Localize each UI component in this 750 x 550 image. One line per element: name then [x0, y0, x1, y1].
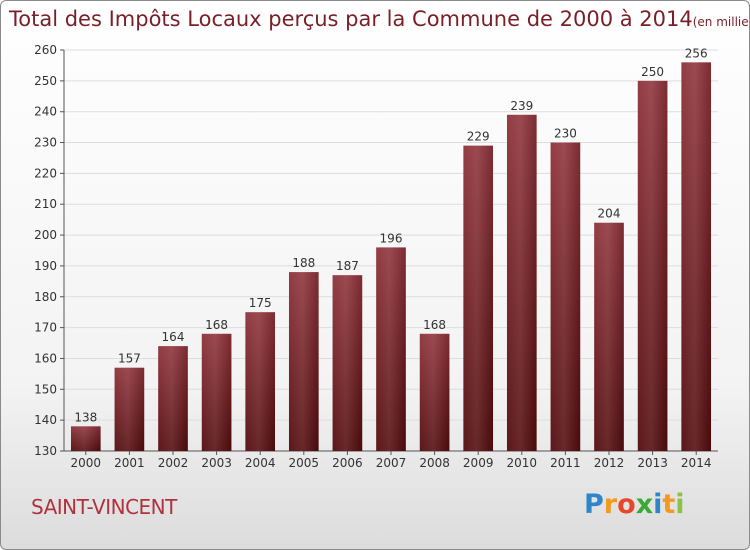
logo-letter: P	[584, 489, 604, 520]
bar-value-label: 187	[336, 259, 359, 273]
bar-shading	[376, 247, 406, 451]
bar-shading	[70, 426, 101, 451]
x-tick-label: 2010	[507, 456, 538, 470]
y-tick-label: 190	[34, 259, 57, 273]
x-tick-label: 2002	[158, 456, 189, 470]
bar-value-label: 239	[510, 99, 533, 113]
bar-shading	[201, 333, 232, 451]
bar-shading	[594, 222, 624, 451]
bar-value-label: 138	[74, 410, 97, 424]
bar-shading	[463, 145, 494, 451]
y-tick-label: 200	[34, 228, 57, 242]
x-tick-label: 2012	[594, 456, 625, 470]
bar-value-label: 168	[205, 318, 228, 332]
y-tick-label: 180	[34, 290, 57, 304]
x-tick-label: 2007	[376, 456, 407, 470]
bar-shading	[158, 346, 188, 451]
labels: 130 140 150 160 170 180 190 200 210 220 230 240 250 2…	[34, 43, 711, 470]
y-tick-label: 220	[34, 166, 57, 180]
title-unit: (en milliers d'€)	[692, 15, 749, 29]
x-tick-label: 2001	[114, 456, 145, 470]
bar-value-label: 204	[598, 207, 621, 221]
y-tick-label: 210	[34, 197, 57, 211]
bar-value-label: 188	[292, 256, 315, 270]
x-tick-label: 2011	[550, 456, 581, 470]
commune-name: SAINT-VINCENT	[31, 495, 177, 519]
x-tick-label: 2014	[681, 456, 712, 470]
bar-shading	[550, 142, 581, 452]
bar-shading	[332, 275, 363, 451]
x-tick-label: 2006	[332, 456, 363, 470]
logo-letter: t	[662, 489, 676, 520]
x-tick-label: 2008	[419, 456, 450, 470]
logo-letter: r	[603, 489, 618, 520]
y-tick-label: 150	[34, 382, 57, 396]
bar-shading	[419, 333, 450, 451]
bar-value-label: 164	[162, 330, 185, 344]
logo-letter: o	[617, 489, 636, 520]
x-tick-label: 2005	[289, 456, 320, 470]
bar-value-label: 229	[467, 130, 490, 144]
logo-letter: i	[675, 489, 685, 520]
bar-value-label: 250	[641, 65, 664, 79]
x-tick-label: 2004	[245, 456, 276, 470]
bar-shading	[506, 114, 537, 452]
logo-letter: i	[653, 489, 663, 520]
bars	[70, 62, 712, 452]
bar-shading	[288, 272, 319, 451]
x-tick-label: 2013	[637, 456, 668, 470]
bar-shading	[114, 367, 145, 451]
bar-value-label: 168	[423, 318, 446, 332]
chart-title: Total des Impôts Locaux perçus par la Co…	[9, 7, 749, 31]
bar-shading	[681, 62, 712, 451]
y-tick-label: 230	[34, 136, 57, 150]
x-tick-label: 2003	[201, 456, 232, 470]
bar-shading	[637, 80, 668, 451]
bar-value-label: 157	[118, 352, 141, 366]
y-tick-label: 260	[34, 43, 57, 57]
logo-letter: x	[635, 489, 654, 520]
x-tick-label: 2000	[71, 456, 102, 470]
y-tick-label: 160	[34, 351, 57, 365]
bar-value-label: 175	[249, 296, 272, 310]
bar-shading	[245, 312, 276, 451]
title-main: Total des Impôts Locaux perçus par la Co…	[9, 7, 693, 31]
y-tick-label: 240	[34, 105, 57, 119]
bar-value-label: 256	[685, 46, 708, 60]
bar-value-label: 196	[380, 231, 403, 245]
y-tick-label: 250	[34, 74, 57, 88]
y-tick-label: 170	[34, 321, 57, 335]
proxiti-logo: Proxiti	[584, 489, 685, 520]
y-tick-label: 140	[34, 413, 57, 427]
x-tick-label: 2009	[463, 456, 494, 470]
y-tick-label: 130	[34, 444, 57, 458]
bar-value-label: 230	[554, 127, 577, 141]
